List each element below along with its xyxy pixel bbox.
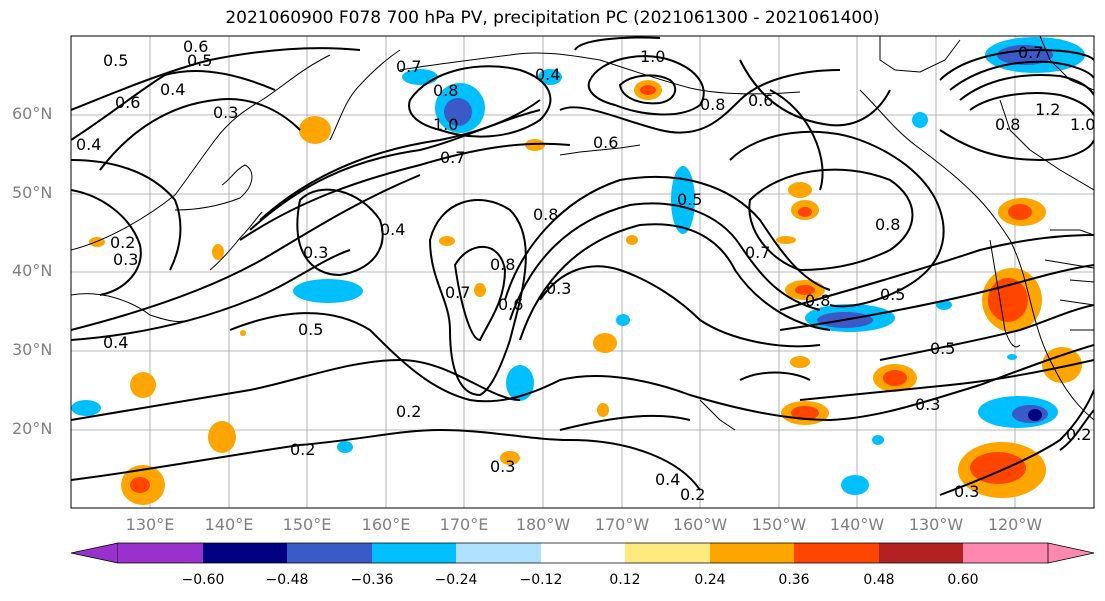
contour-label: 0.5 — [930, 339, 955, 358]
contour-label: 0.5 — [677, 190, 702, 209]
lat-label: 40°N — [12, 261, 53, 280]
colorbar-max-arrow — [1047, 542, 1095, 564]
contour-label: 0.7 — [445, 283, 470, 302]
precipitation-fill — [71, 37, 1085, 505]
colorbar-segment — [287, 543, 372, 563]
contour-label: 0.3 — [213, 103, 238, 122]
lon-label: 170°E — [439, 515, 489, 534]
contour-label: 0.7 — [1018, 43, 1043, 62]
colorbar-segment — [118, 543, 203, 563]
colorbar-tick: −0.48 — [265, 572, 309, 588]
colorbar-min-arrow — [70, 542, 119, 564]
map-frame — [70, 35, 1095, 509]
contour-label: 0.4 — [160, 80, 185, 99]
contour-label: 0.7 — [440, 148, 465, 167]
colorbar-tick: 0.36 — [778, 572, 810, 588]
contour-label: 0.8 — [533, 205, 558, 224]
colorbar-segment — [963, 543, 1048, 563]
contour-label: 0.6 — [183, 37, 208, 56]
contour-label: 0.4 — [76, 135, 101, 154]
contour-label: 0.6 — [115, 93, 140, 112]
contour-label: 0.8 — [805, 291, 830, 310]
colorbar-segment — [203, 543, 287, 563]
contour-label: 0.5 — [880, 285, 905, 304]
contour-label: 0.8 — [995, 115, 1020, 134]
contour-label: 0.3 — [490, 457, 515, 476]
contour-label: 0.4 — [655, 470, 680, 489]
lat-label: 20°N — [12, 419, 53, 438]
colorbar-tick: 0.24 — [694, 572, 726, 588]
colorbar-tick: −0.36 — [350, 572, 394, 588]
contour-label: 0.3 — [113, 250, 138, 269]
contour-label: 0.6 — [498, 295, 523, 314]
colorbar-tick: 0.60 — [947, 572, 979, 588]
contour-label: 0.2 — [290, 440, 315, 459]
contour-label: 0.6 — [748, 91, 773, 110]
colorbar-tick: −0.24 — [434, 572, 478, 588]
colorbar-segment — [879, 543, 963, 563]
lon-label: 180°W — [515, 515, 571, 534]
lon-label: 160°E — [361, 515, 411, 534]
colorbar-segment — [541, 543, 625, 563]
contour-label: 1.0 — [433, 115, 458, 134]
colorbar-tick: 0.12 — [609, 572, 641, 588]
contour-label: 0.5 — [187, 51, 212, 70]
lon-label: 130°W — [908, 515, 964, 534]
contour-label: 0.7 — [745, 243, 770, 262]
contour-label: 0.7 — [396, 57, 421, 76]
pv-contours — [71, 36, 1094, 496]
contour-label: 1.0 — [1070, 115, 1095, 134]
contour-label: 0.8 — [433, 81, 458, 100]
contour-labels: 0.5 0.6 0.5 0.4 0.6 0.3 0.4 0.2 0.3 0.4 … — [76, 37, 1095, 504]
colorbar-tick: 0.48 — [863, 572, 895, 588]
lon-label: 130°E — [125, 515, 175, 534]
lon-label: 170°W — [594, 515, 650, 534]
lon-label: 140°E — [204, 515, 254, 534]
contour-label: 0.3 — [546, 279, 571, 298]
contour-label: 0.6 — [593, 133, 618, 152]
contour-label: 0.3 — [954, 482, 979, 501]
contour-label: 0.8 — [875, 215, 900, 234]
map-title: 2021060900 F078 700 hPa PV, precipitatio… — [225, 8, 880, 28]
contour-label: 0.8 — [490, 255, 515, 274]
lon-label: 150°E — [282, 515, 332, 534]
contour-label: 0.8 — [700, 95, 725, 114]
colorbar-segment — [794, 543, 879, 563]
contour-label: 1.2 — [1035, 100, 1060, 119]
lat-label: 60°N — [12, 104, 53, 123]
contour-label: 1.0 — [640, 47, 665, 66]
colorbar-segment — [456, 543, 541, 563]
contour-label: 0.4 — [380, 220, 405, 239]
contour-label: 0.2 — [680, 485, 705, 504]
lon-label: 140°W — [829, 515, 885, 534]
contour-label: 0.2 — [110, 233, 135, 252]
colorbar-tick: −0.60 — [181, 572, 225, 588]
colorbar-segment — [625, 543, 710, 563]
colorbar-segment — [710, 543, 794, 563]
contour-label: 0.2 — [396, 402, 421, 421]
lat-label: 50°N — [12, 183, 53, 202]
contour-label: 0.4 — [535, 65, 560, 84]
contour-label: 0.5 — [103, 51, 128, 70]
colorbar-tick: −0.12 — [519, 572, 563, 588]
coastlines — [71, 36, 1094, 431]
contour-label: 0.3 — [915, 395, 940, 414]
contour-label: 0.4 — [103, 333, 128, 352]
contour-label: 0.3 — [303, 243, 328, 262]
colorbar-segment — [372, 543, 456, 563]
lon-label: 120°W — [987, 515, 1043, 534]
colorbar — [70, 542, 1095, 564]
lon-label: 150°W — [751, 515, 807, 534]
lon-label: 160°W — [672, 515, 728, 534]
contour-label: 0.5 — [298, 320, 323, 339]
lat-label: 30°N — [12, 340, 53, 359]
contour-label: 0.2 — [1066, 425, 1091, 444]
